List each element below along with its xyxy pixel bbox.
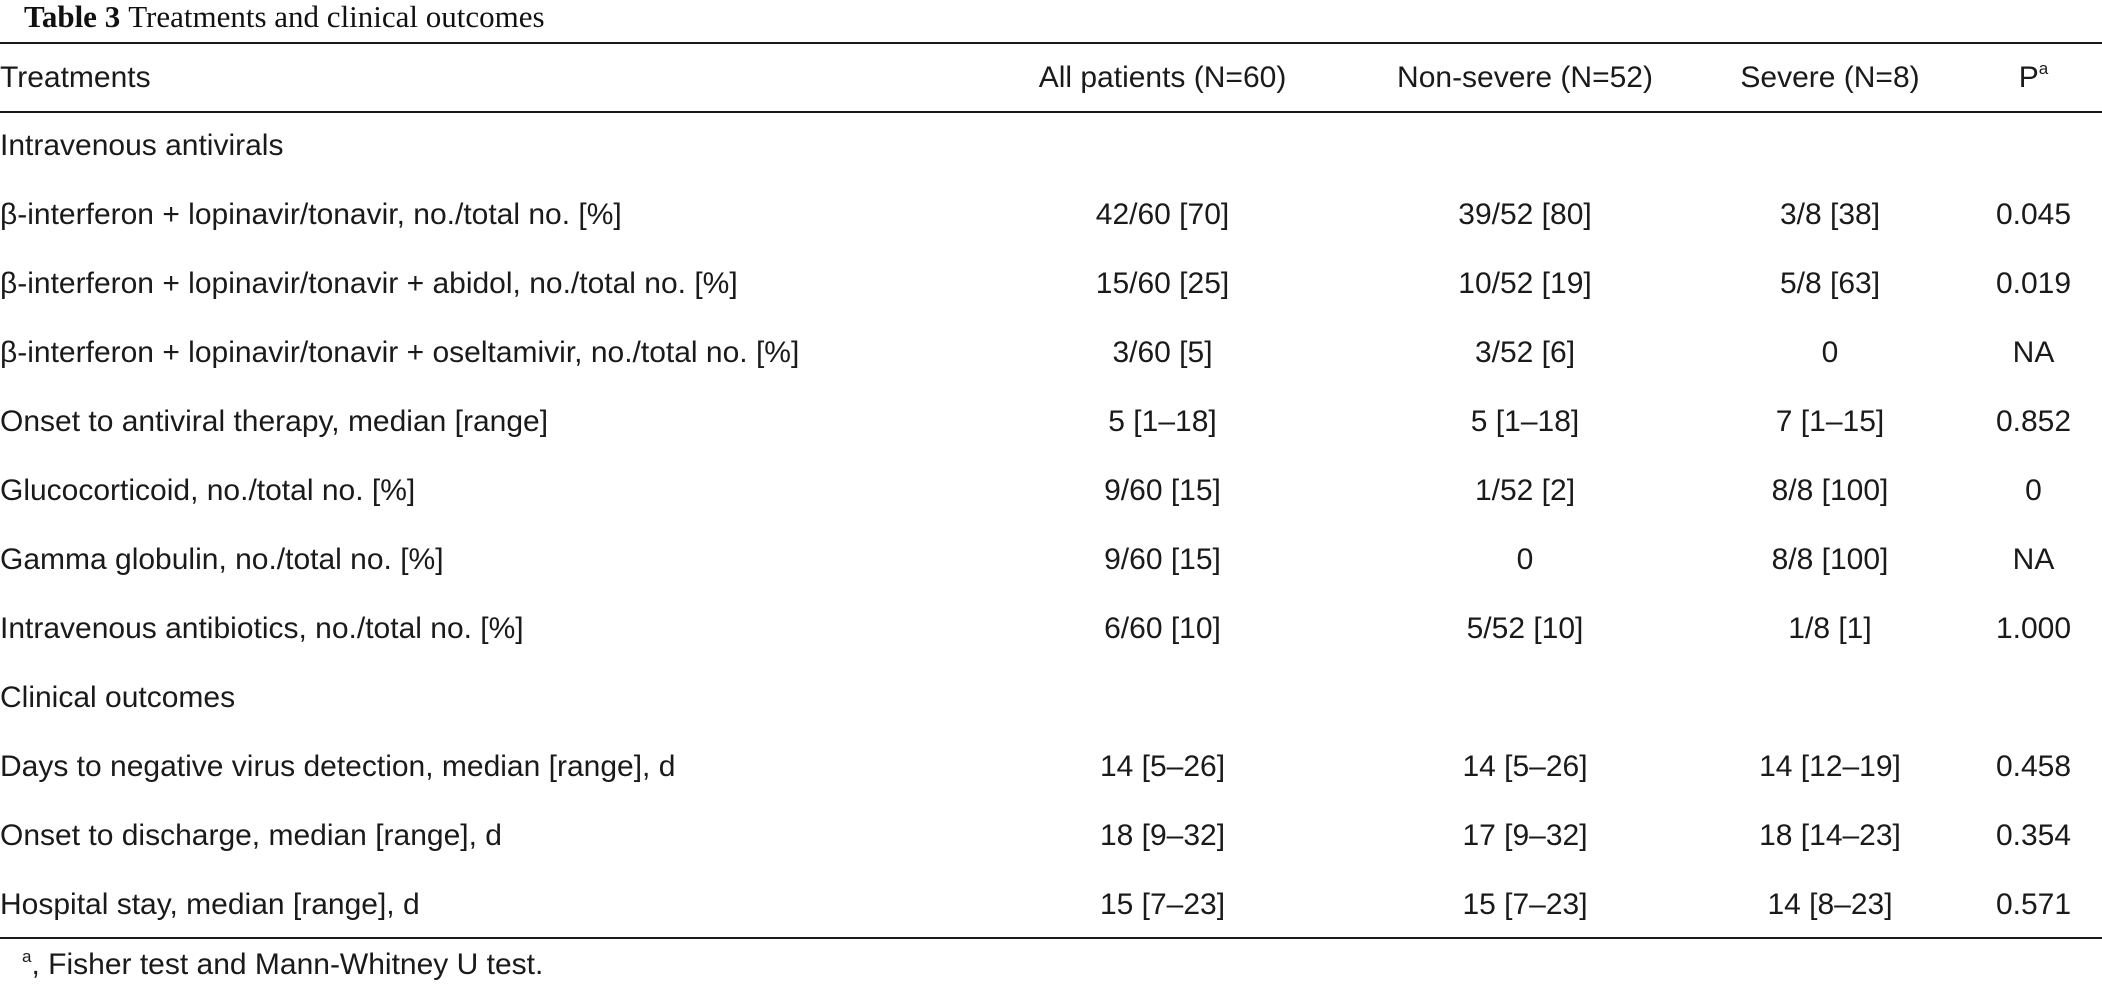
cell-non-severe: 3/52 [6]	[1474, 335, 1576, 369]
cell-p-value: NA	[2012, 542, 2055, 576]
col-header-severe: Severe (N=8)	[1740, 60, 1920, 94]
cell-p-value: 1.000	[1995, 611, 2072, 645]
row-label: β-interferon + lopinavir/tonavir, no./to…	[0, 197, 622, 231]
cell-all-patients: 6/60 [10]	[1104, 611, 1221, 645]
cell-p-value: 0.019	[1995, 266, 2072, 300]
cell-non-severe: 39/52 [80]	[1458, 197, 1592, 231]
section-heading-row: Intravenous antivirals	[0, 111, 2102, 180]
footnote-text: , Fisher test and Mann-Whitney U test.	[31, 948, 544, 981]
cell-non-severe: 5/52 [10]	[1466, 611, 1584, 645]
cell-severe: 8/8 [100]	[1771, 542, 1889, 576]
row-label: Onset to discharge, median [range], d	[0, 818, 502, 852]
section-heading-row: Clinical outcomes	[0, 663, 2102, 732]
col-header-non-severe: Non-severe (N=52)	[1397, 60, 1653, 94]
cell-all-patients: 3/60 [5]	[1112, 335, 1213, 369]
cell-all-patients: 15 [7–23]	[1099, 887, 1226, 921]
cell-severe: 8/8 [100]	[1771, 473, 1889, 507]
cell-all-patients: 14 [5–26]	[1099, 749, 1226, 783]
row-label: Glucocorticoid, no./total no. [%]	[0, 473, 416, 507]
cell-severe: 5/8 [63]	[1779, 266, 1881, 300]
cell-all-patients: 42/60 [70]	[1095, 197, 1230, 231]
cell-all-patients: 5 [1–18]	[1108, 404, 1217, 438]
cell-p-value: 0.458	[1995, 749, 2072, 783]
section-heading: Clinical outcomes	[0, 680, 236, 714]
bottom-rule	[0, 937, 2102, 939]
header-row: Treatments All patients (N=60) Non-sever…	[0, 44, 2102, 111]
row-label: Gamma globulin, no./total no. [%]	[0, 542, 444, 576]
cell-severe: 18 [14–23]	[1759, 818, 1901, 852]
row-label: Onset to antiviral therapy, median [rang…	[0, 404, 549, 438]
col-header-treatments: Treatments	[0, 60, 151, 94]
table-row: Glucocorticoid, no./total no. [%] 9/60 [1…	[0, 456, 2102, 525]
header-rule	[0, 111, 2102, 113]
cell-p-value: 0.354	[1995, 818, 2072, 852]
cell-p-value: 0	[2025, 473, 2042, 507]
table-row: Gamma globulin, no./total no. [%] 9/60 [1…	[0, 525, 2102, 594]
p-label: P	[2018, 60, 2039, 94]
cell-non-severe: 14 [5–26]	[1462, 749, 1588, 783]
table-number: Table 3	[24, 0, 121, 34]
cell-p-value: 0.571	[1995, 887, 2072, 921]
cell-severe: 14 [8–23]	[1767, 887, 1893, 921]
cell-non-severe: 15 [7–23]	[1462, 887, 1588, 921]
cell-non-severe: 1/52 [2]	[1474, 473, 1576, 507]
cell-all-patients: 15/60 [25]	[1095, 266, 1230, 300]
cell-non-severe: 17 [9–32]	[1462, 818, 1588, 852]
cell-non-severe: 0	[1516, 542, 1534, 576]
table-row: Onset to discharge, median [range], d 18 …	[0, 801, 2102, 870]
table-row: Intravenous antibiotics, no./total no. […	[0, 594, 2102, 663]
footnote-mark: a	[22, 947, 32, 966]
table-caption: Table 3 Treatments and clinical outcomes	[24, 0, 545, 34]
table-row: Hospital stay, median [range], d 15 [7–23…	[0, 870, 2102, 939]
cell-all-patients: 18 [9–32]	[1099, 818, 1226, 852]
cell-all-patients: 9/60 [15]	[1104, 473, 1221, 507]
col-header-p-value: Pa	[1965, 44, 2102, 111]
top-rule	[0, 42, 2102, 44]
results-table: Treatments All patients (N=60) Non-sever…	[0, 44, 2102, 939]
row-label: Hospital stay, median [range], d	[0, 887, 420, 921]
cell-severe: 1/8 [1]	[1788, 611, 1872, 645]
cell-non-severe: 5 [1–18]	[1470, 404, 1580, 438]
cell-all-patients: 9/60 [15]	[1104, 542, 1221, 576]
cell-p-value: NA	[2012, 335, 2055, 369]
p-superscript: a	[2038, 58, 2049, 78]
row-label: Days to negative virus detection, median…	[0, 749, 676, 783]
table-row: β-interferon + lopinavir/tonavir + abido…	[0, 249, 2102, 318]
cell-severe: 7 [1–15]	[1775, 404, 1885, 438]
cell-severe: 3/8 [38]	[1779, 197, 1881, 231]
row-label: β-interferon + lopinavir/tonavir + abido…	[0, 266, 738, 300]
row-label: β-interferon + lopinavir/tonavir + oselt…	[0, 335, 800, 369]
table-row: Onset to antiviral therapy, median [rang…	[0, 387, 2102, 456]
footnote: a, Fisher test and Mann-Whitney U test.	[22, 948, 543, 982]
row-label: Intravenous antibiotics, no./total no. […	[0, 611, 524, 645]
cell-p-value: 0.045	[1995, 197, 2072, 231]
table-row: β-interferon + lopinavir/tonavir + oselt…	[0, 318, 2102, 387]
cell-non-severe: 10/52 [19]	[1458, 266, 1592, 300]
table-title: Treatments and clinical outcomes	[128, 0, 545, 34]
section-heading: Intravenous antivirals	[0, 128, 284, 162]
table-row: Days to negative virus detection, median…	[0, 732, 2102, 801]
col-header-all-patients: All patients (N=60)	[1038, 60, 1287, 94]
cell-severe: 14 [12–19]	[1759, 749, 1901, 783]
table-row: β-interferon + lopinavir/tonavir, no./to…	[0, 180, 2102, 249]
table-body: Intravenous antivirals β-interferon + lop…	[0, 111, 2102, 939]
cell-p-value: 0.852	[1995, 404, 2072, 438]
cell-severe: 0	[1821, 335, 1839, 369]
